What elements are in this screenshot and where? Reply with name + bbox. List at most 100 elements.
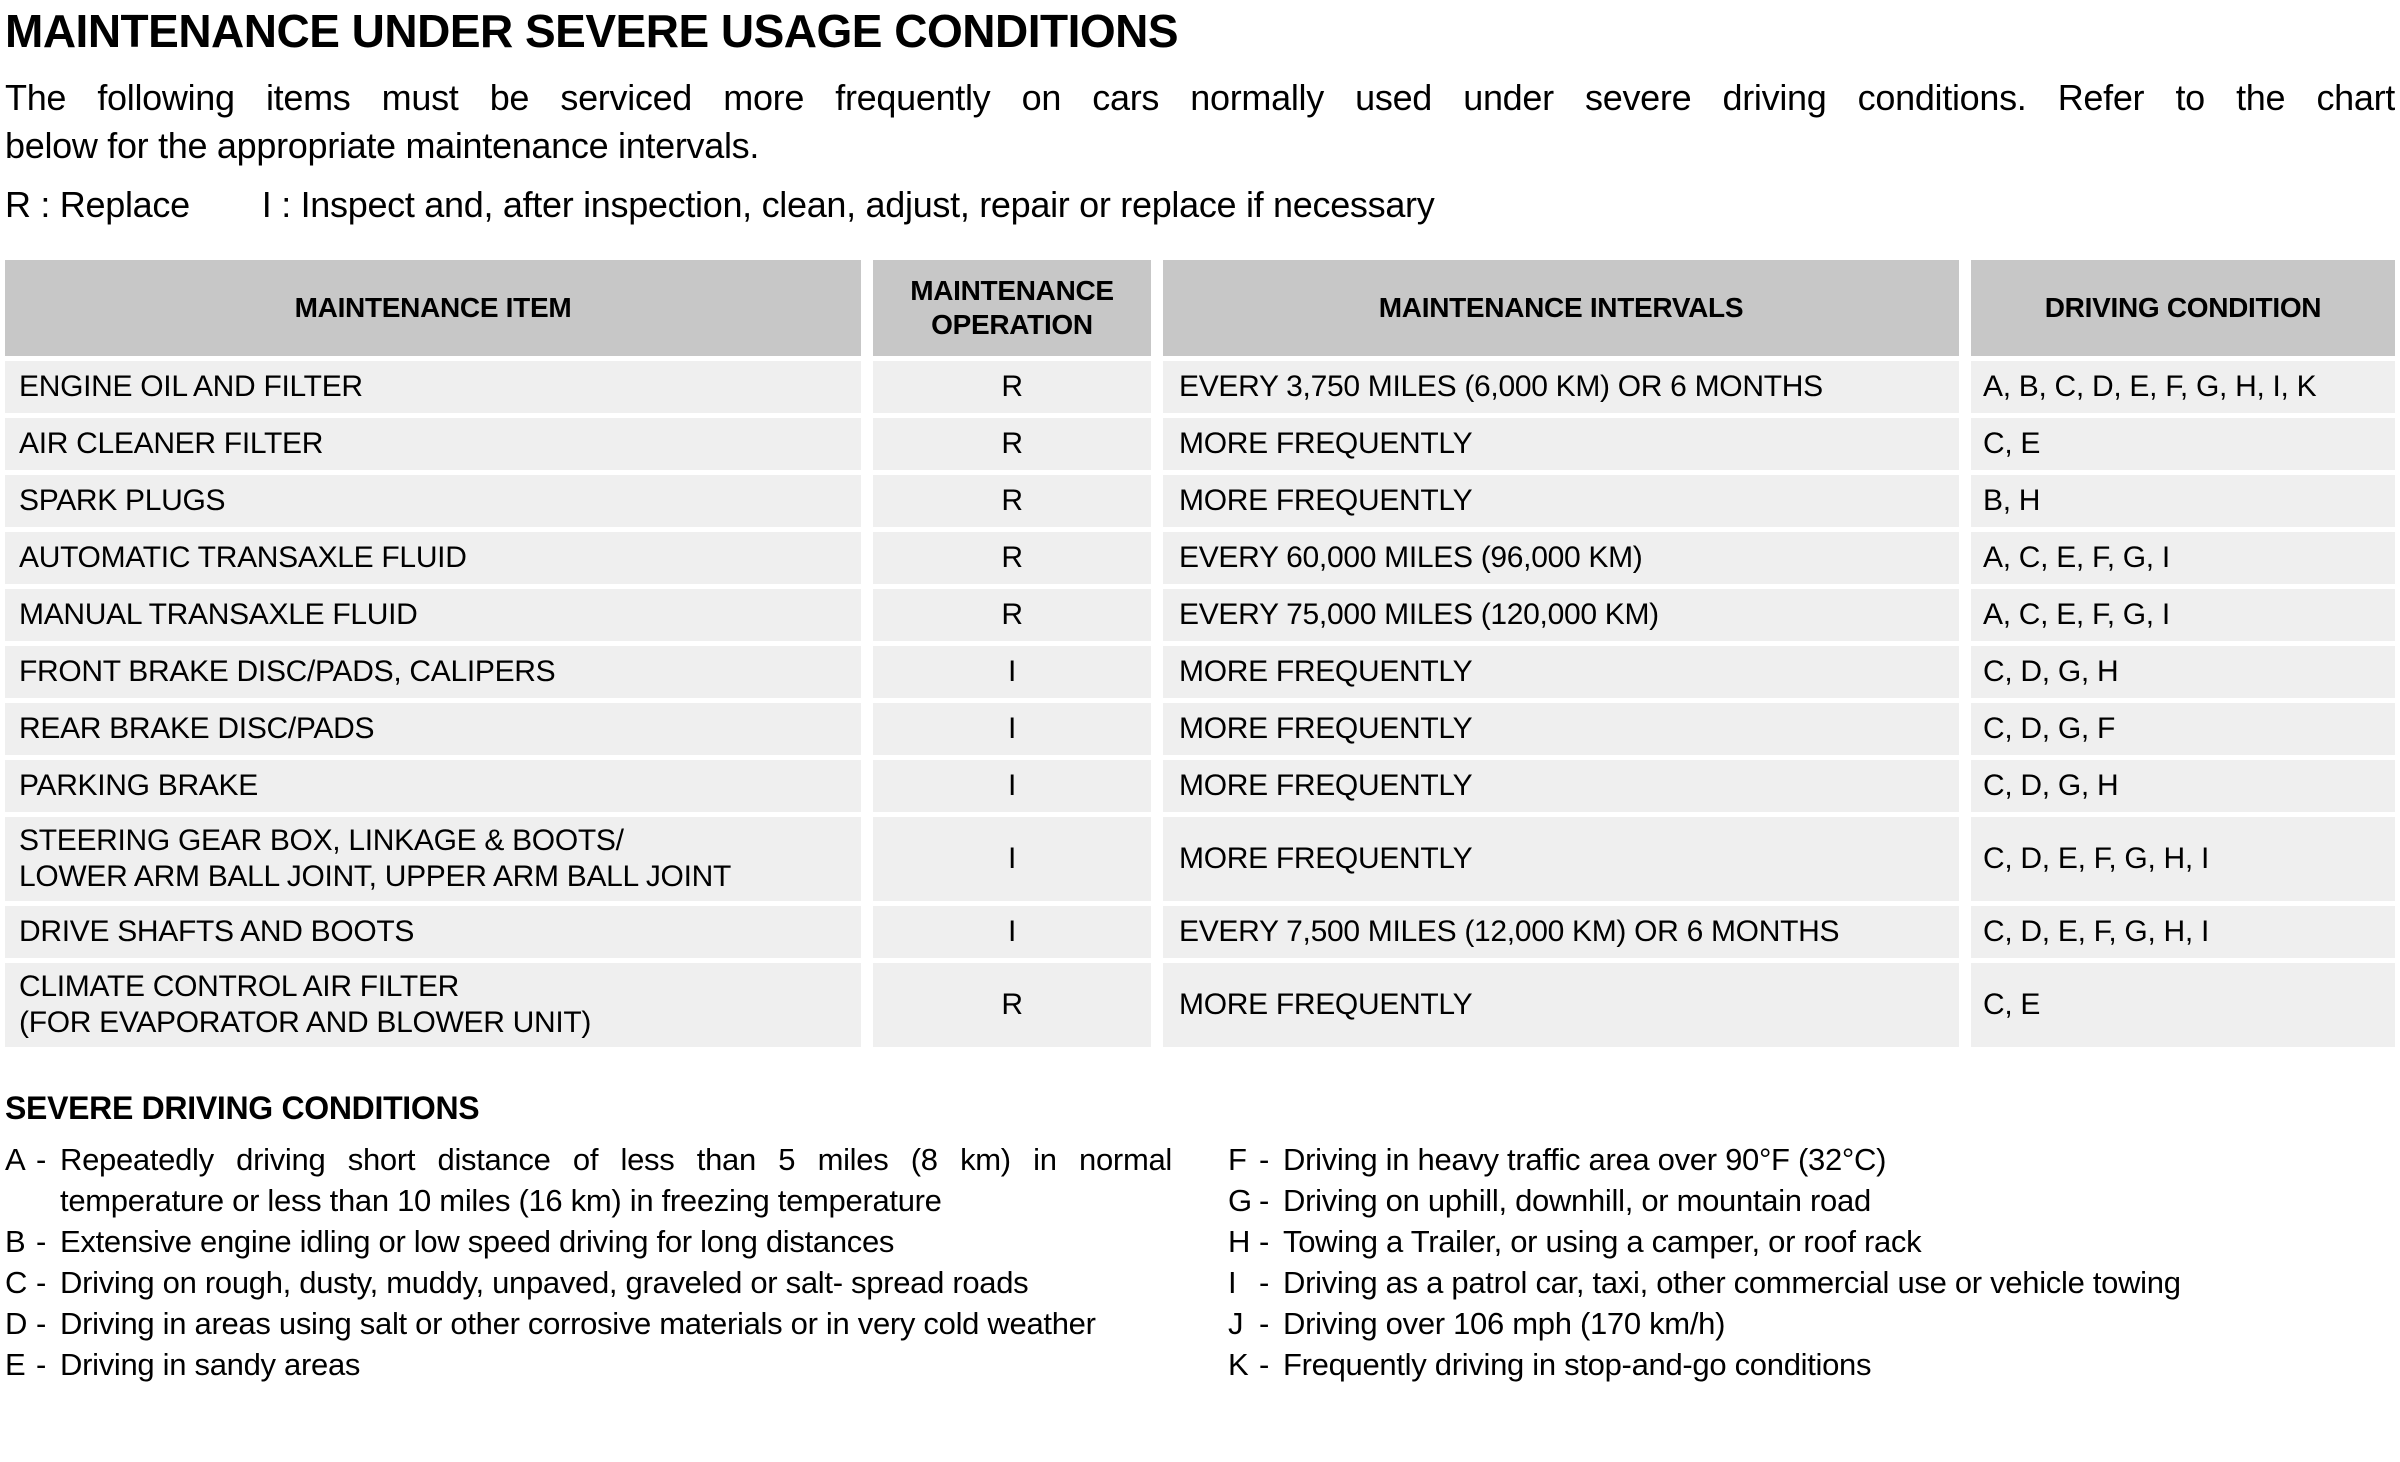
condition-item-d: D - Driving in areas using salt or other c…: [5, 1303, 1172, 1344]
table-cell-operation: R: [873, 532, 1151, 584]
table-cell-interval: MORE FREQUENTLY: [1163, 760, 1959, 812]
table-cell-operation: R: [873, 361, 1151, 413]
document-page: MAINTENANCE UNDER SEVERE USAGE CONDITION…: [5, 5, 2395, 1385]
condition-letter: K: [1228, 1347, 1249, 1382]
table-cell-conditions: A, C, E, F, G, I: [1971, 589, 2395, 641]
table-cell-conditions: C, D, G, F: [1971, 703, 2395, 755]
condition-dash: -: [1259, 1142, 1270, 1177]
table-cell-item: SPARK PLUGS: [5, 475, 861, 527]
severe-driving-conditions-section: SEVERE DRIVING CONDITIONS A - Repeatedly d…: [5, 1089, 2395, 1385]
condition-column-right: F - Driving in heavy traffic area over 90°…: [1228, 1139, 2395, 1385]
table-cell-item: PARKING BRAKE: [5, 760, 861, 812]
condition-text: Frequently driving in stop-and-go condit…: [1283, 1347, 1872, 1382]
table-cell-item: AIR CLEANER FILTER: [5, 418, 861, 470]
condition-item-i: I - Driving as a patrol car, taxi, other c…: [1228, 1262, 2395, 1303]
condition-item-b: B - Extensive engine idling or low speed d…: [5, 1221, 1172, 1262]
table-cell-interval: MORE FREQUENTLY: [1163, 475, 1959, 527]
condition-text: Repeatedly driving short distance of les…: [60, 1142, 1172, 1218]
legend-replace: R : Replace: [5, 184, 190, 225]
condition-text: Driving in sandy areas: [60, 1347, 361, 1382]
table-cell-interval: MORE FREQUENTLY: [1163, 646, 1959, 698]
intro-paragraph: The following items must be serviced mor…: [5, 74, 2395, 170]
table-cell-operation: I: [873, 906, 1151, 958]
table-cell-operation: I: [873, 760, 1151, 812]
table-cell-item: REAR BRAKE DISC/PADS: [5, 703, 861, 755]
condition-dash: -: [36, 1306, 47, 1341]
table-cell-conditions: A, B, C, D, E, F, G, H, I, K: [1971, 361, 2395, 413]
table-cell-operation: I: [873, 703, 1151, 755]
column-header-driving-condition: DRIVING CONDITION: [1971, 260, 2395, 356]
condition-item-a: A - Repeatedly driving short distance of l…: [5, 1139, 1172, 1221]
table-cell-item: AUTOMATIC TRANSAXLE FLUID: [5, 532, 861, 584]
condition-letter: H: [1228, 1224, 1251, 1259]
condition-item-e: E - Driving in sandy areas: [5, 1344, 1172, 1385]
table-cell-operation: R: [873, 589, 1151, 641]
operation-legend: R : Replace I : Inspect and, after inspec…: [5, 184, 2395, 226]
table-cell-item: ENGINE OIL AND FILTER: [5, 361, 861, 413]
table-cell-item: MANUAL TRANSAXLE FLUID: [5, 589, 861, 641]
table-cell-operation: R: [873, 475, 1151, 527]
table-cell-interval: MORE FREQUENTLY: [1163, 963, 1959, 1047]
condition-dash: -: [1259, 1224, 1270, 1259]
table-cell-conditions: C, D, G, H: [1971, 646, 2395, 698]
condition-text: Driving on rough, dusty, muddy, unpaved,…: [60, 1265, 1029, 1300]
condition-letter: F: [1228, 1142, 1247, 1177]
page-title: MAINTENANCE UNDER SEVERE USAGE CONDITION…: [5, 5, 1179, 57]
condition-text: Driving over 106 mph (170 km/h): [1283, 1306, 1726, 1341]
table-cell-conditions: B, H: [1971, 475, 2395, 527]
table-cell-item: FRONT BRAKE DISC/PADS, CALIPERS: [5, 646, 861, 698]
condition-item-j: J - Driving over 106 mph (170 km/h): [1228, 1303, 2395, 1344]
severe-conditions-heading: SEVERE DRIVING CONDITIONS: [5, 1090, 480, 1126]
intro-line-1: The following items must be serviced mor…: [5, 77, 2395, 118]
condition-text: Driving in heavy traffic area over 90°F …: [1283, 1142, 1887, 1177]
table-cell-item: DRIVE SHAFTS AND BOOTS: [5, 906, 861, 958]
maintenance-table: MAINTENANCE ITEM MAINTENANCE OPERATION M…: [5, 260, 2395, 1047]
condition-column-left: A - Repeatedly driving short distance of l…: [5, 1139, 1172, 1385]
condition-dash: -: [1259, 1306, 1270, 1341]
condition-text: Extensive engine idling or low speed dri…: [60, 1224, 895, 1259]
condition-item-k: K - Frequently driving in stop-and-go cond…: [1228, 1344, 2395, 1385]
intro-line-2: below for the appropriate maintenance in…: [5, 125, 760, 166]
table-cell-interval: EVERY 3,750 MILES (6,000 KM) OR 6 MONTHS: [1163, 361, 1959, 413]
table-cell-conditions: C, E: [1971, 963, 2395, 1047]
condition-text: Driving on uphill, downhill, or mountain…: [1283, 1183, 1871, 1218]
condition-letter: E: [5, 1347, 26, 1382]
table-cell-conditions: C, E: [1971, 418, 2395, 470]
table-cell-interval: EVERY 60,000 MILES (96,000 KM): [1163, 532, 1959, 584]
table-cell-conditions: C, D, G, H: [1971, 760, 2395, 812]
condition-dash: -: [36, 1265, 47, 1300]
table-cell-operation: R: [873, 418, 1151, 470]
condition-text: Driving in areas using salt or other cor…: [60, 1306, 1096, 1341]
condition-letter: D: [5, 1306, 28, 1341]
condition-letter: G: [1228, 1183, 1252, 1218]
table-cell-operation: R: [873, 963, 1151, 1047]
column-header-maintenance-operation: MAINTENANCE OPERATION: [873, 260, 1151, 356]
table-cell-interval: MORE FREQUENTLY: [1163, 703, 1959, 755]
condition-letter: B: [5, 1224, 26, 1259]
condition-item-g: G - Driving on uphill, downhill, or mounta…: [1228, 1180, 2395, 1221]
column-header-maintenance-item: MAINTENANCE ITEM: [5, 260, 861, 356]
table-cell-item: CLIMATE CONTROL AIR FILTER (FOR EVAPORAT…: [5, 963, 861, 1047]
condition-letter: J: [1228, 1306, 1244, 1341]
table-cell-conditions: C, D, E, F, G, H, I: [1971, 817, 2395, 901]
table-cell-conditions: A, C, E, F, G, I: [1971, 532, 2395, 584]
table-cell-interval: EVERY 75,000 MILES (120,000 KM): [1163, 589, 1959, 641]
condition-dash: -: [1259, 1347, 1270, 1382]
condition-item-h: H - Towing a Trailer, or using a camper, o…: [1228, 1221, 2395, 1262]
condition-dash: -: [36, 1224, 47, 1259]
table-cell-item: STEERING GEAR BOX, LINKAGE & BOOTS/ LOWE…: [5, 817, 861, 901]
table-cell-interval: EVERY 7,500 MILES (12,000 KM) OR 6 MONTH…: [1163, 906, 1959, 958]
condition-text: Driving as a patrol car, taxi, other com…: [1283, 1265, 2181, 1300]
condition-item-f: F - Driving in heavy traffic area over 90°…: [1228, 1139, 2395, 1180]
condition-dash: -: [36, 1142, 47, 1177]
condition-definitions: A - Repeatedly driving short distance of l…: [5, 1139, 2395, 1385]
condition-letter: C: [5, 1265, 28, 1300]
table-cell-interval: MORE FREQUENTLY: [1163, 817, 1959, 901]
condition-dash: -: [1259, 1265, 1270, 1300]
condition-dash: -: [36, 1347, 47, 1382]
condition-letter: I: [1228, 1265, 1237, 1300]
table-cell-interval: MORE FREQUENTLY: [1163, 418, 1959, 470]
legend-inspect: I : Inspect and, after inspection, clean…: [261, 184, 1435, 225]
condition-text: Towing a Trailer, or using a camper, or …: [1283, 1224, 1922, 1259]
condition-letter: A: [5, 1142, 26, 1177]
